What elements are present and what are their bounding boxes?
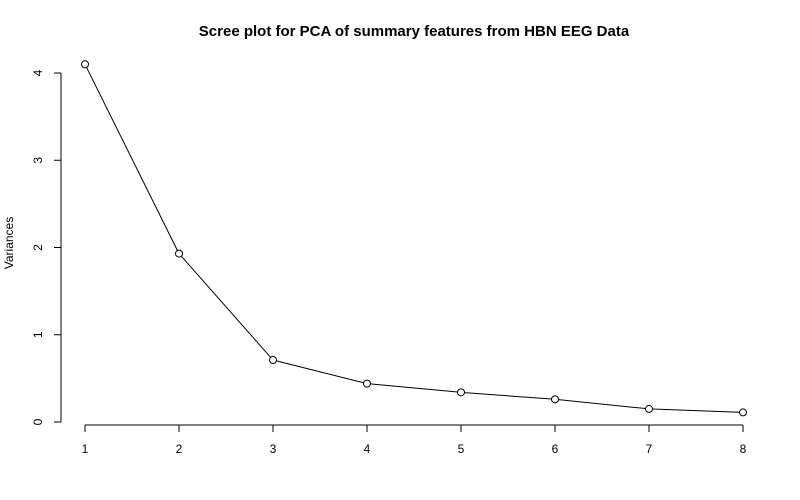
y-axis-label: Variances <box>2 217 16 269</box>
series-line-segment <box>180 255 272 358</box>
series-line-segment <box>370 383 458 393</box>
x-tick-label: 3 <box>270 442 277 456</box>
data-point <box>457 388 465 397</box>
x-tick-label: 6 <box>552 442 559 456</box>
y-tick-label: 0 <box>31 418 45 425</box>
data-point <box>739 408 747 417</box>
series-line-segment <box>558 399 646 410</box>
data-point <box>81 60 89 69</box>
x-tick-label: 5 <box>458 442 465 456</box>
y-tick-label: 2 <box>31 244 45 251</box>
y-tick-label: 1 <box>31 331 45 338</box>
data-point <box>645 404 653 413</box>
y-axis: 0 1 2 3 4 <box>31 69 62 425</box>
data-point <box>363 379 371 388</box>
series-line-segment <box>652 408 740 413</box>
data-point <box>175 249 183 258</box>
plot-series <box>81 60 747 417</box>
x-tick-label: 4 <box>364 442 371 456</box>
x-tick-label: 7 <box>646 442 653 456</box>
x-tick-label: 1 <box>82 442 89 456</box>
series-line-segment <box>276 360 364 384</box>
x-tick-label: 2 <box>176 442 183 456</box>
data-point <box>269 356 277 365</box>
y-tick-label: 4 <box>31 69 45 76</box>
data-point <box>551 395 559 404</box>
series-line-segment <box>464 392 552 400</box>
y-tick-label: 3 <box>31 157 45 164</box>
series-line-segment <box>86 67 178 251</box>
x-axis: 1 2 3 4 5 6 7 8 <box>82 424 747 456</box>
chart-title: Scree plot for PCA of summary features f… <box>199 23 630 40</box>
x-tick-label: 8 <box>740 442 747 456</box>
